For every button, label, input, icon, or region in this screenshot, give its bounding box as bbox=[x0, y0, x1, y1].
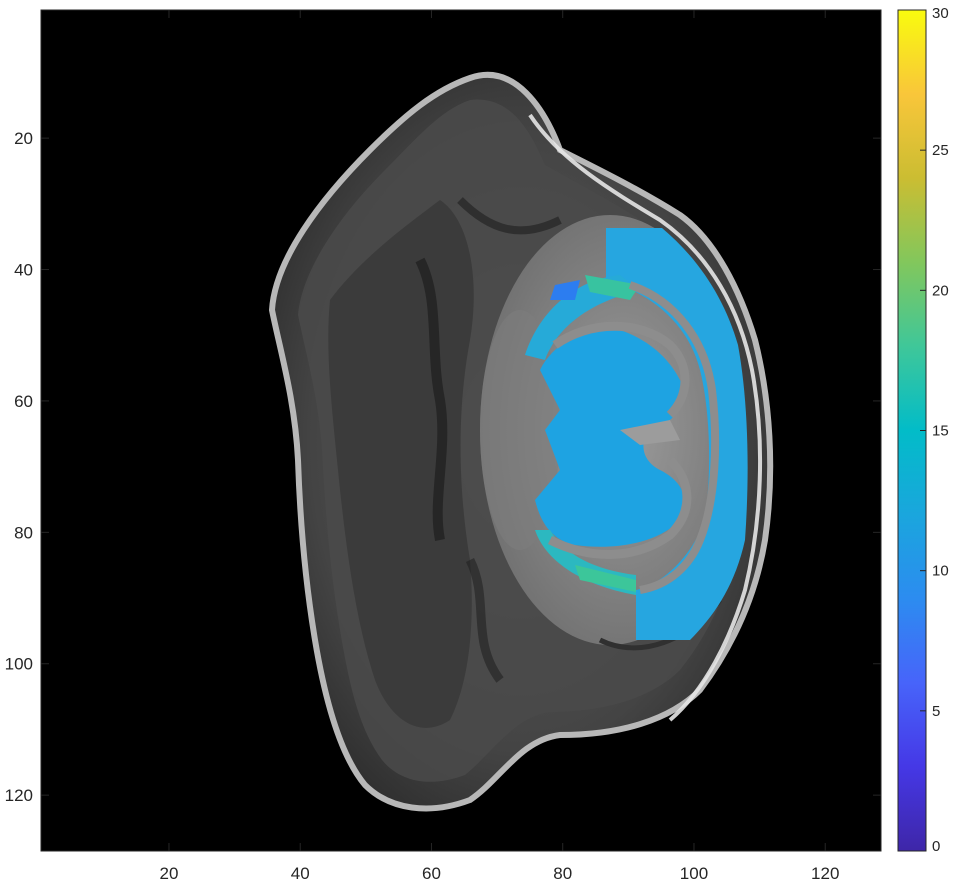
overlay-gray-line-2 bbox=[547, 456, 692, 559]
y-tick-label: 120 bbox=[5, 786, 33, 805]
image-axes: 20 40 60 80 100 120 20 40 60 80 100 120 bbox=[5, 9, 882, 883]
y-tick-label: 40 bbox=[14, 261, 33, 280]
y-tick-label: 80 bbox=[14, 523, 33, 542]
mri-image bbox=[268, 71, 774, 812]
overlay-midline bbox=[620, 420, 680, 445]
colorbar-ticks: 0 5 10 15 20 25 30 bbox=[920, 5, 949, 855]
dark-muscle-streak-3 bbox=[465, 557, 504, 683]
x-axis: 20 40 60 80 100 120 bbox=[160, 10, 839, 883]
colorbar-tick-label: 25 bbox=[932, 142, 949, 159]
y-axis: 20 40 60 80 100 120 bbox=[5, 129, 881, 805]
colorbar-tick-label: 5 bbox=[932, 703, 940, 720]
axes-frame bbox=[40, 9, 882, 852]
y-tick-label: 60 bbox=[14, 392, 33, 411]
dark-muscle-streak-2 bbox=[457, 197, 562, 235]
x-tick-label: 100 bbox=[680, 864, 708, 883]
colorbar: 0 5 10 15 20 25 30 bbox=[897, 5, 949, 855]
colorbar-tick-label: 10 bbox=[932, 563, 949, 580]
dark-muscle-streak-1 bbox=[415, 257, 448, 541]
overlay-patch-blue bbox=[550, 280, 580, 300]
x-tick-label: 60 bbox=[422, 864, 441, 883]
overlay-patch-green-top bbox=[585, 275, 640, 300]
skull-rim bbox=[528, 113, 763, 722]
overlay-gray-line-3 bbox=[628, 281, 720, 594]
x-tick-label: 80 bbox=[553, 864, 572, 883]
colorbar-tick-label: 0 bbox=[932, 838, 940, 855]
x-tick-label: 120 bbox=[811, 864, 839, 883]
colorbar-tick-label: 20 bbox=[932, 282, 949, 299]
overlay-hemisphere-left bbox=[535, 329, 685, 547]
overlay-patch-green-bottom bbox=[575, 565, 636, 592]
x-tick-label: 40 bbox=[291, 864, 310, 883]
y-tick-label: 100 bbox=[5, 655, 33, 674]
colorbar-tick-label: 15 bbox=[932, 423, 949, 440]
colorbar-tick-label: 30 bbox=[932, 5, 949, 22]
overlay-cortex-right bbox=[606, 228, 748, 640]
parameter-overlay bbox=[525, 228, 748, 640]
overlay-gray-line-1 bbox=[552, 321, 690, 419]
x-tick-label: 20 bbox=[160, 864, 179, 883]
y-tick-label: 20 bbox=[14, 129, 33, 148]
